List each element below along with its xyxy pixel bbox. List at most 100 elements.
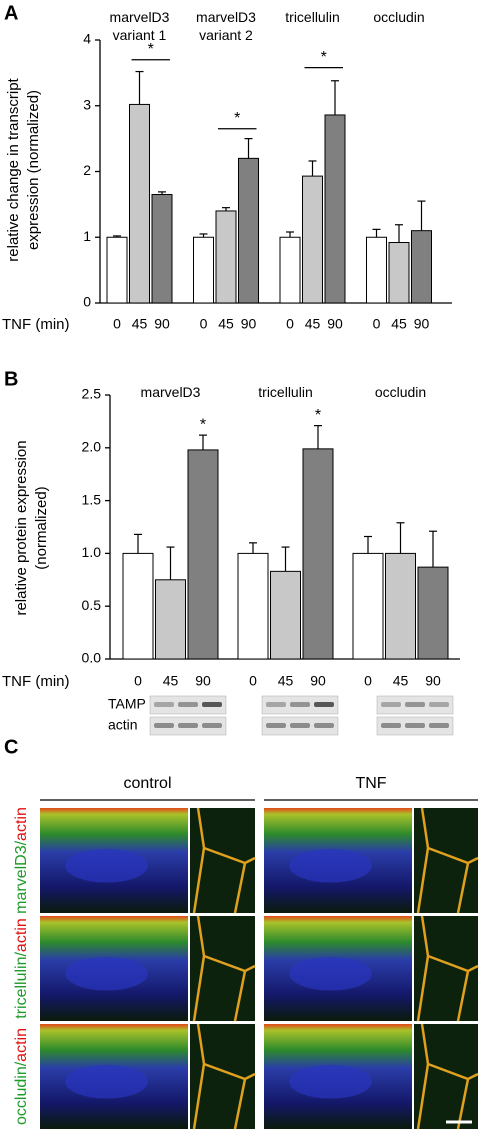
category-label: marvelD3 bbox=[140, 384, 201, 400]
y-axis-label: expression (normalized) bbox=[25, 90, 42, 250]
bar bbox=[237, 552, 269, 660]
cell-border bbox=[416, 807, 479, 914]
x-tick-label: 45 bbox=[278, 673, 294, 689]
blot-band bbox=[429, 702, 449, 707]
nucleus bbox=[65, 848, 149, 883]
bar bbox=[385, 552, 416, 660]
row-stain: actin bbox=[13, 918, 30, 952]
blot-band bbox=[290, 702, 310, 707]
bar bbox=[155, 579, 186, 660]
bar bbox=[411, 230, 432, 304]
row-protein: tricellulin/ bbox=[13, 952, 30, 1019]
blot-band bbox=[154, 702, 174, 707]
bar bbox=[129, 103, 150, 304]
row-label: occludin/actin bbox=[13, 1028, 30, 1125]
x-tick-label: 45 bbox=[393, 673, 409, 689]
bar bbox=[122, 552, 154, 660]
panel-label: C bbox=[4, 736, 18, 758]
cell-border bbox=[192, 1023, 256, 1130]
category-label: tricellulin bbox=[258, 384, 313, 400]
blot-band bbox=[405, 702, 425, 707]
x-tick-label: 90 bbox=[195, 673, 211, 689]
column-label: TNF bbox=[355, 775, 386, 792]
panel-label: A bbox=[4, 2, 18, 24]
row-label: tricellulin/actin bbox=[13, 918, 30, 1018]
cell-border bbox=[416, 915, 479, 1022]
x-tick-label: 45 bbox=[218, 316, 234, 332]
x-tick-label: 0 bbox=[286, 316, 294, 332]
x-tick-label: 90 bbox=[425, 673, 441, 689]
x-tick-label: 0 bbox=[373, 316, 381, 332]
row-protein: marvelD3/ bbox=[13, 840, 30, 913]
blot-band bbox=[178, 702, 198, 707]
nucleus bbox=[65, 1064, 149, 1099]
significance-star: * bbox=[200, 416, 206, 433]
blot-band bbox=[290, 723, 310, 728]
bar bbox=[324, 114, 346, 304]
y-tick-label: 0 bbox=[83, 294, 91, 310]
blot-band bbox=[266, 702, 286, 707]
bar bbox=[302, 448, 334, 660]
blot-band bbox=[178, 723, 198, 728]
blot-strip bbox=[149, 695, 227, 715]
significance-star: * bbox=[315, 407, 321, 424]
y-tick-label: 4 bbox=[83, 31, 91, 47]
y-tick-label: 1.5 bbox=[82, 491, 102, 507]
blot-band bbox=[202, 723, 222, 728]
y-tick-label: 2.0 bbox=[82, 439, 102, 455]
x-tick-label: 90 bbox=[414, 316, 430, 332]
y-tick-label: 0.0 bbox=[82, 650, 102, 666]
blot-band bbox=[314, 702, 334, 707]
row-stain: actin bbox=[13, 807, 30, 841]
y-axis-label: (normalized) bbox=[33, 486, 50, 569]
cell-border bbox=[192, 915, 256, 1022]
blot-band bbox=[202, 702, 222, 707]
x-tick-label: 90 bbox=[241, 316, 257, 332]
x-tick-label: 45 bbox=[163, 673, 179, 689]
y-tick-label: 1 bbox=[83, 228, 91, 244]
significance-star: * bbox=[234, 110, 240, 127]
x-tick-label: 0 bbox=[113, 316, 121, 332]
x-tick-label: 0 bbox=[249, 673, 257, 689]
panel-label: B bbox=[4, 368, 18, 390]
nucleus bbox=[289, 956, 373, 991]
x-tick-label: 0 bbox=[200, 316, 208, 332]
bar bbox=[302, 175, 323, 304]
category-label: tricellulin bbox=[285, 9, 340, 25]
x-tick-label: 90 bbox=[310, 673, 326, 689]
bar bbox=[151, 194, 173, 304]
y-tick-label: 2 bbox=[83, 162, 91, 178]
x-axis-label: TNF (min) bbox=[2, 316, 70, 333]
blot-band bbox=[429, 723, 449, 728]
row-label: marvelD3/actin bbox=[13, 807, 30, 914]
bar bbox=[279, 236, 301, 304]
blot-strip bbox=[261, 695, 339, 715]
bar bbox=[187, 449, 219, 660]
y-tick-label: 1.0 bbox=[82, 544, 102, 560]
x-tick-label: 0 bbox=[364, 673, 372, 689]
category-label: occludin bbox=[373, 9, 425, 25]
row-stain: actin bbox=[13, 1028, 30, 1062]
category-label: occludin bbox=[374, 384, 427, 400]
column-label: control bbox=[123, 775, 171, 792]
bar bbox=[366, 236, 387, 304]
x-axis-label: TNF (min) bbox=[2, 673, 70, 690]
blot-band bbox=[266, 723, 286, 728]
significance-star: * bbox=[321, 49, 327, 66]
cell-border bbox=[192, 807, 256, 914]
blot-label: actin bbox=[108, 717, 138, 733]
significance-star: * bbox=[148, 41, 154, 58]
y-tick-label: 3 bbox=[83, 96, 91, 112]
blot-band bbox=[381, 702, 401, 707]
bar bbox=[193, 236, 214, 304]
x-tick-label: 90 bbox=[154, 316, 170, 332]
bar bbox=[352, 552, 384, 660]
blot-label: TAMP bbox=[108, 696, 146, 712]
nucleus bbox=[289, 848, 373, 883]
x-tick-label: 0 bbox=[134, 673, 142, 689]
category-label: marvelD3 variant 1 bbox=[109, 9, 170, 43]
blot-band bbox=[381, 723, 401, 728]
blot-band bbox=[405, 723, 425, 728]
bar bbox=[417, 566, 449, 660]
